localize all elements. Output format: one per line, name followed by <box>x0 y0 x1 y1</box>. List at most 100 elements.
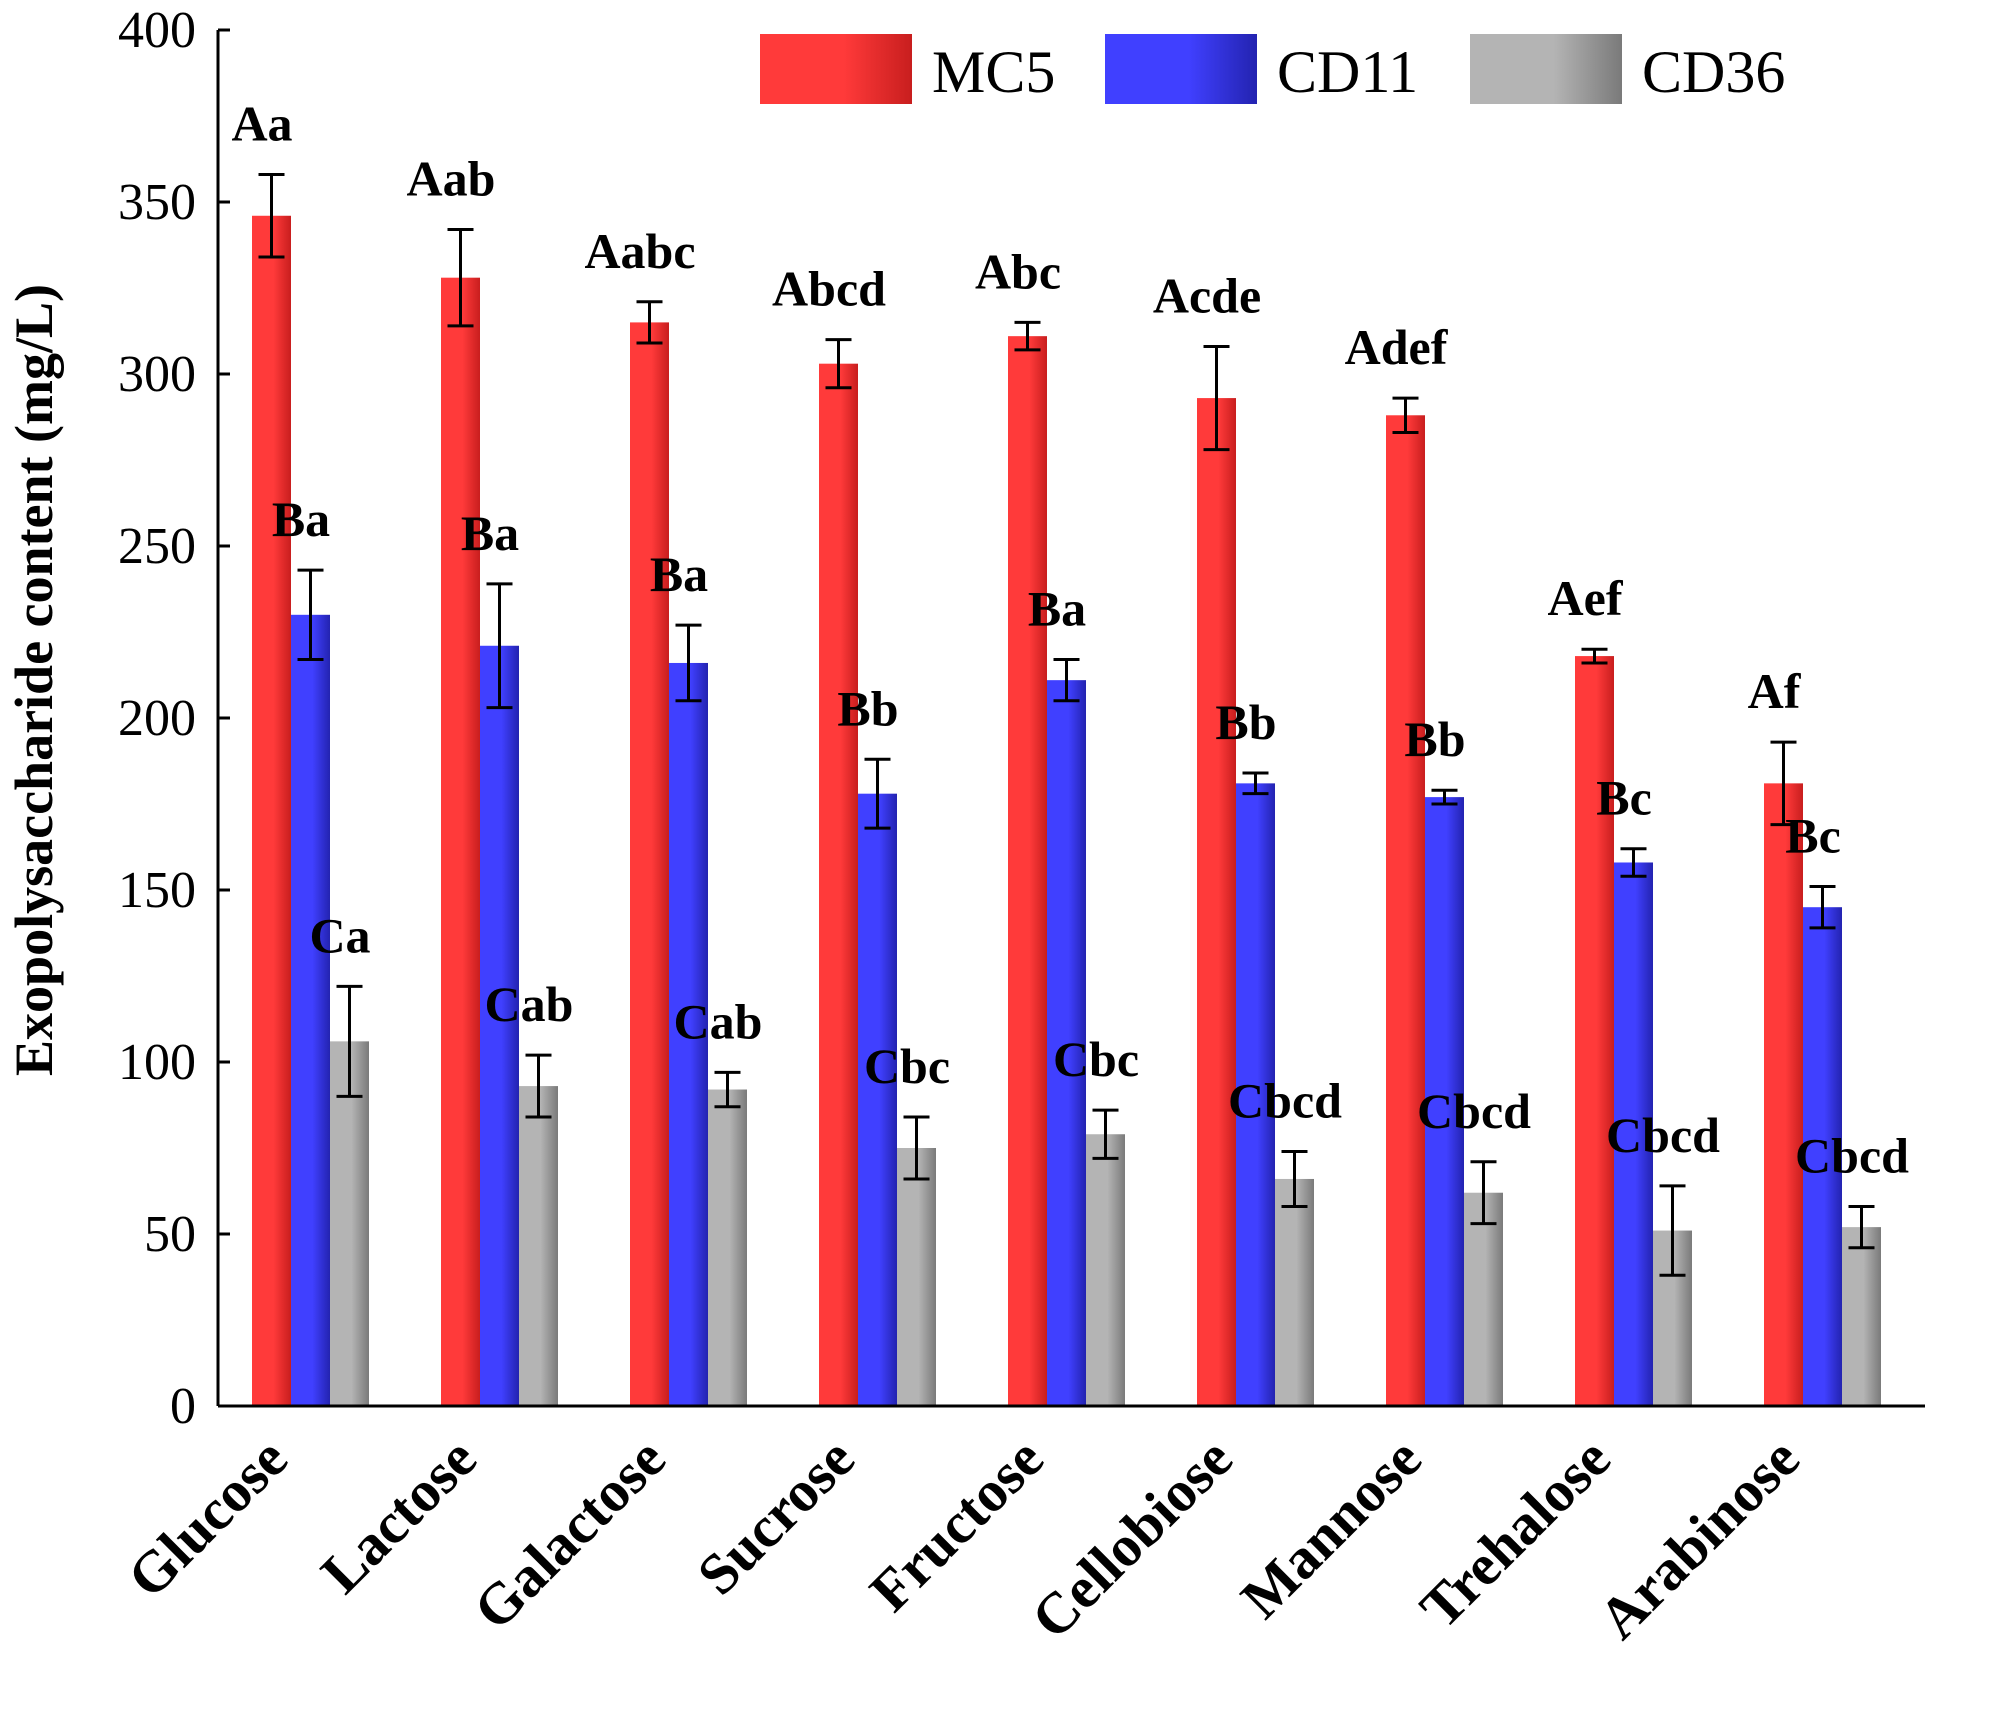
category-label-mannose: Mannose <box>1228 1425 1433 1630</box>
label-cd36-trehalose: Cbcd <box>1606 1107 1720 1163</box>
error-bar-cd11-arabinose <box>1809 885 1836 930</box>
y-tick-label-400: 400 <box>118 2 196 59</box>
label-cd36-galactose: Cab <box>674 993 763 1049</box>
error-bar-mc5-lactose <box>447 228 474 328</box>
bar-mc5-lactose <box>441 277 480 1407</box>
y-tick-label-300: 300 <box>118 346 196 403</box>
category-label-fructose: Fructose <box>857 1425 1056 1624</box>
bar-cd36-glucose <box>330 1041 369 1406</box>
bar-mc5-trehalose <box>1575 656 1614 1406</box>
label-mc5-lactose: Aab <box>407 151 496 207</box>
significance-labels-layer: Aa Ba Ca Aab Ba Cab Aabc Ba Cab Abcd Bb Cbc Abc Ba Cbc… <box>231 95 1909 1183</box>
category-label-sucrose: Sucrose <box>685 1425 867 1607</box>
label-mc5-sucrose: Abcd <box>772 261 886 317</box>
error-bar-cd36-trehalose <box>1659 1184 1686 1277</box>
error-bar-cd11-sucrose <box>864 757 891 830</box>
error-bar-cd11-cellobiose <box>1242 771 1269 796</box>
label-mc5-galactose: Aabc <box>584 223 695 279</box>
bar-cd36-arabinose <box>1842 1227 1881 1406</box>
label-cd11-galactose: Ba <box>650 546 708 602</box>
legend-item-cd36: CD36 <box>1470 34 1785 105</box>
bar-mc5-galactose <box>630 322 669 1406</box>
label-cd11-fructose: Ba <box>1028 581 1086 637</box>
category-label-galactose: Galactose <box>461 1425 678 1642</box>
error-bar-mc5-mannose <box>1392 396 1419 434</box>
error-bar-mc5-glucose <box>258 172 285 259</box>
legend-swatch-mc5 <box>760 34 912 104</box>
bar-mc5-sucrose <box>819 363 858 1407</box>
bars-layer <box>252 215 1881 1407</box>
label-mc5-mannose: Adef <box>1345 319 1449 375</box>
y-tick-label-100: 100 <box>118 1034 196 1091</box>
error-bars-layer <box>258 172 1875 1277</box>
legend-item-cd11: CD11 <box>1105 34 1418 105</box>
legend-label-mc5: MC5 <box>932 39 1055 105</box>
bar-mc5-mannose <box>1386 415 1425 1406</box>
error-bar-cd11-fructose <box>1053 658 1080 703</box>
error-bar-cd11-glucose <box>297 568 324 662</box>
label-cd11-arabinose: Bc <box>1785 808 1841 864</box>
error-bar-cd36-arabinose <box>1848 1204 1875 1250</box>
error-bar-cd36-fructose <box>1092 1108 1119 1160</box>
y-tick-label-350: 350 <box>118 174 196 231</box>
bar-mc5-cellobiose <box>1197 398 1236 1407</box>
error-bar-mc5-galactose <box>636 300 663 345</box>
label-cd11-lactose: Ba <box>461 505 519 561</box>
y-tick-label-200: 200 <box>118 690 196 747</box>
bar-cd36-mannose <box>1464 1192 1503 1406</box>
category-label-lactose: Lactose <box>308 1425 488 1605</box>
category-label-cellobiose: Cellobiose <box>1019 1425 1245 1651</box>
label-cd36-cellobiose: Cbcd <box>1228 1072 1342 1128</box>
error-bar-cd36-glucose <box>336 984 363 1098</box>
error-bar-cd36-mannose <box>1470 1160 1497 1226</box>
label-mc5-fructose: Abc <box>975 243 1061 299</box>
error-bar-cd36-cellobiose <box>1281 1149 1308 1208</box>
bar-cd11-fructose <box>1047 680 1086 1406</box>
y-tick-label-150: 150 <box>118 862 196 919</box>
label-cd11-glucose: Ba <box>272 491 330 547</box>
bar-cd36-galactose <box>708 1089 747 1406</box>
legend-swatch-cd11 <box>1105 34 1257 104</box>
label-mc5-trehalose: Aef <box>1548 570 1624 626</box>
label-cd36-sucrose: Cbc <box>864 1038 950 1094</box>
category-label-arabinose: Arabinose <box>1586 1425 1812 1651</box>
y-tick-label-0: 0 <box>170 1378 196 1435</box>
label-cd36-fructose: Cbc <box>1053 1031 1139 1087</box>
bar-cd11-lactose <box>480 645 519 1406</box>
error-bar-cd11-galactose <box>675 623 702 703</box>
error-bar-cd11-mannose <box>1431 788 1458 806</box>
y-axis-label: Exopolysaccharide content (mg/L) <box>4 284 64 1076</box>
error-bar-mc5-trehalose <box>1581 647 1608 665</box>
label-mc5-cellobiose: Acde <box>1153 267 1261 323</box>
error-bar-cd36-lactose <box>525 1053 552 1119</box>
y-tick-label-250: 250 <box>118 518 196 575</box>
label-cd36-mannose: Cbcd <box>1417 1083 1531 1139</box>
error-bar-cd11-trehalose <box>1620 847 1647 878</box>
error-bar-cd36-sucrose <box>903 1115 930 1181</box>
error-bar-mc5-cellobiose <box>1203 344 1230 452</box>
bar-cd11-galactose <box>669 662 708 1406</box>
label-cd36-glucose: Ca <box>309 907 370 963</box>
y-tick-label-50: 50 <box>144 1206 196 1263</box>
bar-cd11-trehalose <box>1614 862 1653 1406</box>
bar-mc5-glucose <box>252 215 291 1406</box>
bar-cd11-arabinose <box>1803 907 1842 1406</box>
label-cd11-cellobiose: Bb <box>1215 694 1276 750</box>
bar-cd11-sucrose <box>858 793 897 1406</box>
bar-cd36-lactose <box>519 1086 558 1406</box>
error-bar-cd36-galactose <box>714 1070 741 1109</box>
legend-item-mc5: MC5 <box>760 34 1055 105</box>
label-cd36-lactose: Cab <box>485 976 574 1032</box>
label-cd11-mannose: Bb <box>1404 711 1465 767</box>
bar-mc5-fructose <box>1008 336 1047 1406</box>
label-cd36-arabinose: Cbcd <box>1795 1127 1909 1183</box>
label-cd11-sucrose: Bb <box>837 680 898 736</box>
legend-swatch-cd36 <box>1470 34 1622 104</box>
legend-label-cd11: CD11 <box>1277 39 1418 105</box>
error-bar-mc5-sucrose <box>825 338 852 390</box>
bar-cd11-cellobiose <box>1236 783 1275 1406</box>
bar-cd36-fructose <box>1086 1134 1125 1406</box>
error-bar-mc5-fructose <box>1014 320 1041 352</box>
bar-cd36-sucrose <box>897 1148 936 1406</box>
